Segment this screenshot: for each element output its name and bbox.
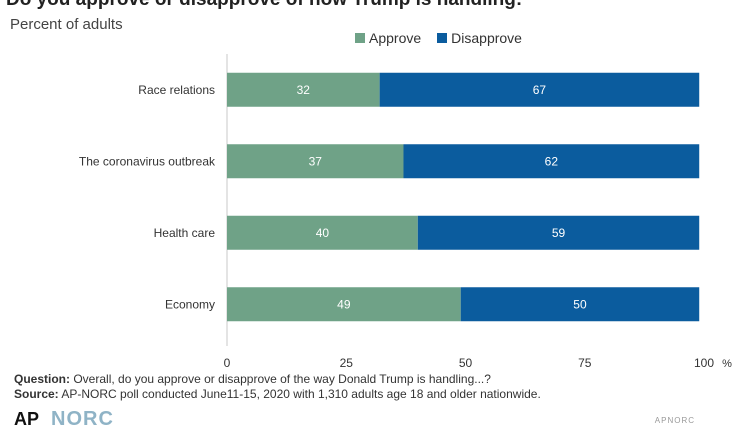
legend-swatch-disapprove bbox=[437, 33, 448, 43]
norc-logo: NORC bbox=[51, 408, 114, 430]
x-tick-label: 75 bbox=[578, 356, 592, 370]
question-label: Question: bbox=[14, 372, 70, 386]
x-tick-label: 50 bbox=[459, 356, 473, 370]
data-label-approve: 37 bbox=[309, 154, 323, 168]
source-label: Source: bbox=[14, 387, 59, 401]
chart-notes: Question: Overall, do you approve or dis… bbox=[14, 372, 541, 402]
source-text: AP-NORC poll conducted June11-15, 2020 w… bbox=[61, 387, 541, 401]
chart-title: Do you approve or disapprove of how Trum… bbox=[6, 0, 522, 11]
x-tick-label: 25 bbox=[340, 356, 354, 370]
bar-approve-1 bbox=[227, 144, 404, 179]
bar-disapprove-1 bbox=[403, 144, 700, 179]
bar-disapprove-0 bbox=[379, 72, 700, 107]
category-label: Economy bbox=[165, 297, 215, 311]
bar-approve-2 bbox=[227, 215, 418, 250]
data-label-approve: 49 bbox=[337, 297, 351, 311]
data-label-approve: 32 bbox=[297, 83, 311, 97]
question-note: Question: Overall, do you approve or dis… bbox=[14, 372, 541, 387]
bar-approve-0 bbox=[227, 72, 380, 107]
bar-approve-3 bbox=[227, 287, 461, 322]
data-label-disapprove: 59 bbox=[552, 226, 566, 240]
question-text: Overall, do you approve or disapprove of… bbox=[73, 372, 491, 386]
legend-swatch-approve bbox=[355, 33, 365, 43]
bar-disapprove-3 bbox=[460, 287, 700, 322]
footer-credit: APNORC bbox=[654, 416, 695, 425]
legend-item-approve: Approve bbox=[355, 30, 421, 46]
x-tick-label: 100 bbox=[694, 356, 714, 370]
source-note: Source: AP-NORC poll conducted June11-15… bbox=[14, 387, 541, 402]
data-label-disapprove: 62 bbox=[545, 154, 559, 168]
legend: Approve Disapprove bbox=[355, 30, 522, 46]
footer-logos: AP NORC bbox=[14, 408, 114, 431]
category-label: Health care bbox=[154, 226, 216, 240]
data-label-disapprove: 67 bbox=[533, 83, 547, 97]
data-label-disapprove: 50 bbox=[573, 297, 587, 311]
legend-label-approve: Approve bbox=[369, 30, 422, 46]
bar-disapprove-2 bbox=[417, 215, 700, 250]
legend-label-disapprove: Disapprove bbox=[451, 30, 522, 46]
category-label: The coronavirus outbreak bbox=[79, 154, 216, 168]
stacked-bar-chart: Race relations 32 67 The coronavirus outbre… bbox=[79, 54, 732, 370]
legend-item-disapprove: Disapprove bbox=[437, 30, 522, 46]
ap-logo: AP bbox=[14, 409, 40, 429]
x-unit-label: % bbox=[722, 358, 732, 370]
chart-subtitle: Percent of adults bbox=[10, 16, 123, 33]
x-tick-label: 0 bbox=[224, 356, 231, 370]
category-label: Race relations bbox=[138, 83, 215, 97]
data-label-approve: 40 bbox=[316, 226, 330, 240]
